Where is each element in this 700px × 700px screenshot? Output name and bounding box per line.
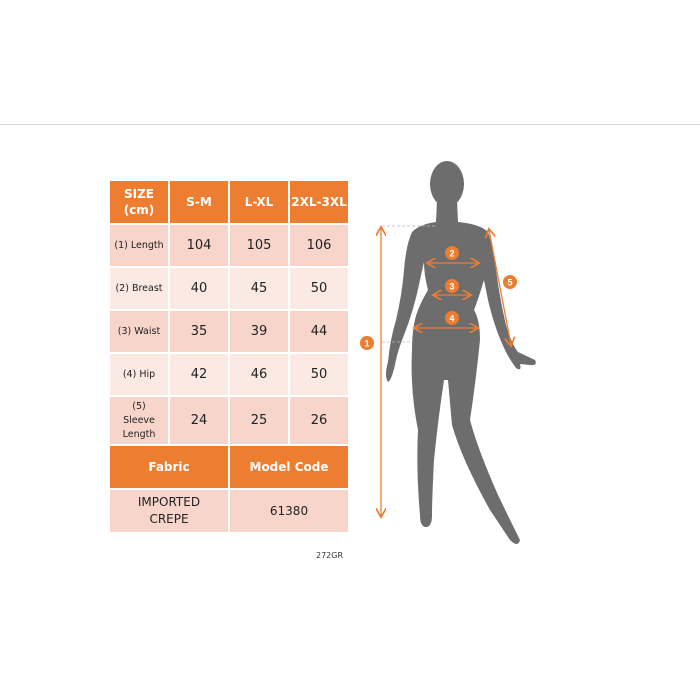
fabric-value: IMPORTED CREPE <box>110 490 228 532</box>
header-cell: L-XL <box>230 181 288 223</box>
table-row: (1) Length 104 105 106 <box>110 225 348 266</box>
fabric-values-row: IMPORTED CREPE 61380 <box>110 490 348 532</box>
cell: 45 <box>230 268 288 309</box>
cell: 106 <box>290 225 348 266</box>
cell: 50 <box>290 354 348 395</box>
fabric-header: Fabric <box>110 446 228 488</box>
row-label: (2) Breast <box>110 268 168 309</box>
table-row: (2) Breast 40 45 50 <box>110 268 348 309</box>
cell: 46 <box>230 354 288 395</box>
row-label: (4) Hip <box>110 354 168 395</box>
cell: 25 <box>230 397 288 444</box>
table-row: (3) Waist 35 39 44 <box>110 311 348 352</box>
row-label: (1) Length <box>110 225 168 266</box>
row-label: (5) Sleeve Length <box>110 397 168 444</box>
cell: 39 <box>230 311 288 352</box>
cell: 35 <box>170 311 228 352</box>
marker-1: 1 <box>364 339 369 349</box>
header-cell: 2XL-3XL <box>290 181 348 223</box>
marker-5: 5 <box>507 278 512 288</box>
model-code-header: Model Code <box>230 446 348 488</box>
model-code-value: 61380 <box>230 490 348 532</box>
cell: 42 <box>170 354 228 395</box>
cell: 105 <box>230 225 288 266</box>
cell: 50 <box>290 268 348 309</box>
marker-2: 2 <box>449 249 454 259</box>
marker-4: 4 <box>449 314 454 324</box>
row-label: (3) Waist <box>110 311 168 352</box>
header-cell: SIZE (cm) <box>110 181 168 223</box>
cell: 104 <box>170 225 228 266</box>
woman-silhouette-icon <box>386 161 536 544</box>
product-code: 272GR <box>316 551 344 560</box>
table-row: (5) Sleeve Length 24 25 26 <box>110 397 348 444</box>
table-header-row: SIZE (cm) S-M L-XL 2XL-3XL <box>110 181 348 223</box>
marker-3: 3 <box>449 282 454 292</box>
fabric-header-row: Fabric Model Code <box>110 446 348 488</box>
cell: 44 <box>290 311 348 352</box>
measurement-markers: 1 2 3 4 5 <box>360 246 517 350</box>
cell: 24 <box>170 397 228 444</box>
cell: 40 <box>170 268 228 309</box>
cell: 26 <box>290 397 348 444</box>
header-cell: S-M <box>170 181 228 223</box>
table-row: (4) Hip 42 46 50 <box>110 354 348 395</box>
divider <box>0 124 700 125</box>
measurement-arrows <box>381 228 511 516</box>
guide-lines <box>382 225 436 343</box>
size-chart-table: SIZE (cm) S-M L-XL 2XL-3XL (1) Length 10… <box>108 179 350 534</box>
